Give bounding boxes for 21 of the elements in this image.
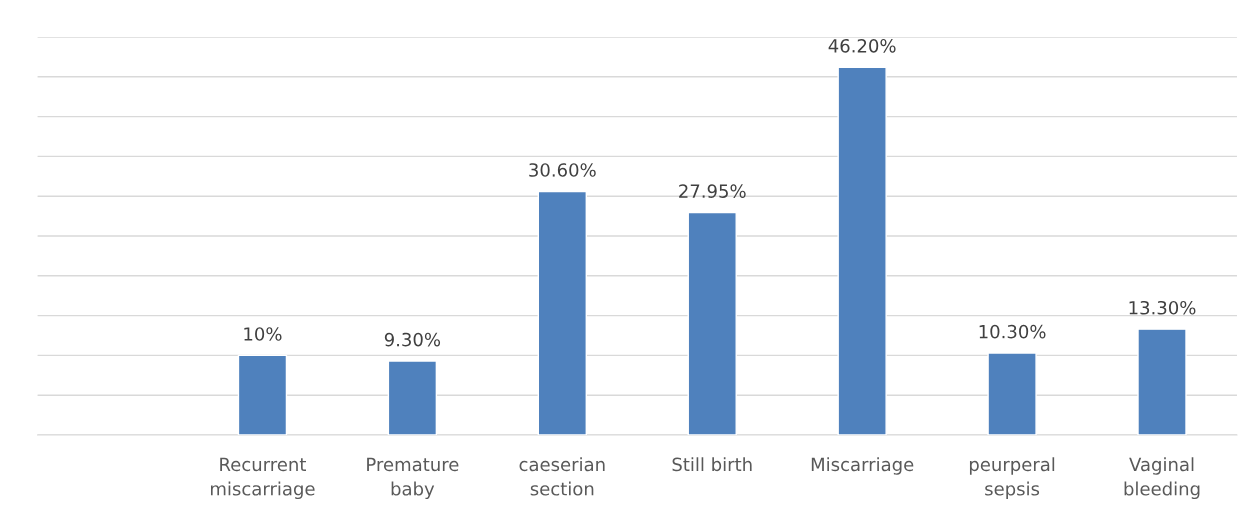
bar [987,352,1037,436]
x-tick-label: Still birth [672,457,752,472]
bar [1137,328,1187,436]
x-tick-label: Vaginal bleeding [1124,457,1200,500]
x-tick-label: Miscarriage [811,457,914,475]
data-label: 10.30% [979,324,1046,339]
data-label: 9.30% [384,332,441,347]
x-tick-label: Premature baby [367,457,459,500]
bar [387,360,438,436]
x-tick-label: peurperal sepsis [969,457,1055,500]
bar [687,211,737,436]
data-label: 30.60% [529,163,596,177]
data-label: 13.30% [1129,300,1196,315]
bar [537,190,587,436]
x-tick-label: Recurrent miscarriage [211,457,315,500]
data-label: 46.20% [828,38,896,53]
data-label: 27.95% [679,184,746,198]
x-tick-label: caeserian section [519,457,605,496]
bar [237,354,288,436]
data-label: 10% [244,327,282,341]
bar [837,66,887,436]
